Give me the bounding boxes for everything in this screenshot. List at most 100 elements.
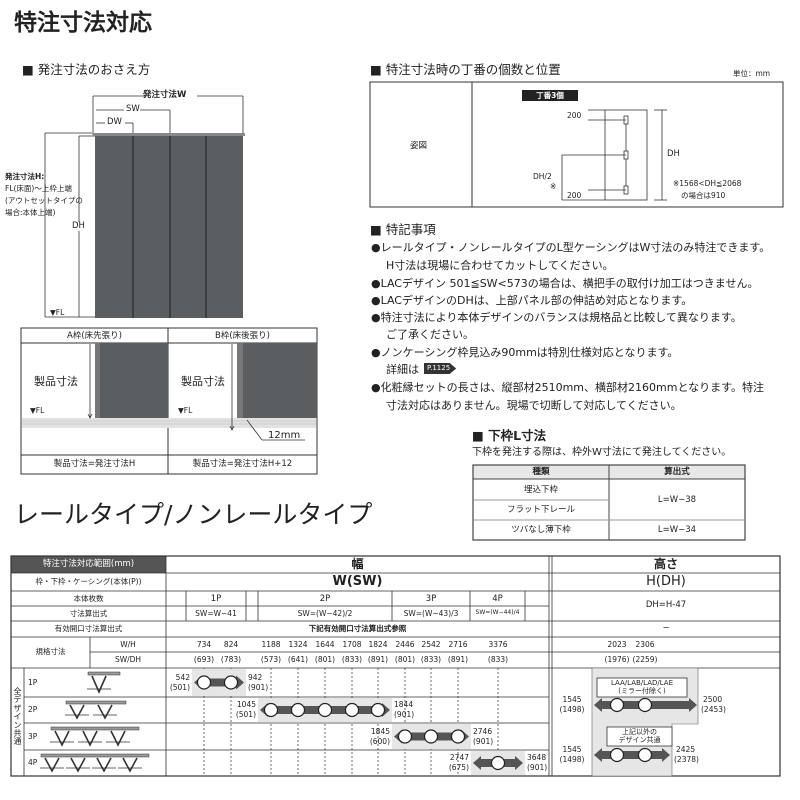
- note-line: ●化粧縁セットの長さは、縦部材2510mm、横部材2160mmとなります。特注: [371, 381, 765, 394]
- h-note-2: FL(床面)～上枠上端: [5, 184, 72, 193]
- design-group-label: デザイン共通: [618, 736, 661, 744]
- b-12mm-label: 12mm: [268, 430, 301, 441]
- h-note-4: 場合:本体上端): [5, 208, 56, 217]
- a-frame-title: A枠(床先張り): [67, 331, 122, 341]
- row-label-standard: 規格寸法: [35, 647, 66, 656]
- height-range-bar-right-arrow: [689, 698, 697, 712]
- hinge-dim-bottom: 200: [567, 191, 582, 200]
- range-max-sw: (901): [248, 682, 269, 692]
- std-width-value: 2446: [395, 640, 415, 649]
- range-max: 942: [248, 672, 263, 682]
- panel-1p: 1P: [210, 594, 222, 604]
- note-line: ご了承ください。: [386, 328, 474, 341]
- dw-label: DW: [107, 117, 122, 127]
- panel-rail-icon: [50, 726, 140, 731]
- range-max-sw: (901): [527, 763, 548, 772]
- unit-label: 単位：mm: [733, 69, 771, 78]
- formula-4p: SW=(W−44)/4: [475, 609, 520, 616]
- sw-label: SW: [126, 104, 140, 114]
- height-range-bar: [600, 751, 664, 759]
- range-max: 2746: [473, 726, 493, 736]
- std-size-marker: [263, 702, 279, 718]
- folding-door-icon: [54, 730, 70, 747]
- height-range-bar-left-arrow: [594, 748, 602, 762]
- b-frame-title: B枠(床後張り): [215, 331, 270, 341]
- fl-label: ▼FL: [50, 308, 65, 317]
- std-height-marker: [637, 747, 653, 763]
- hinge-note-2: の場合は910: [681, 191, 726, 200]
- std-width-value: 824: [223, 640, 239, 649]
- h-note-1: 発注寸法H:: [5, 172, 45, 181]
- folding-door-icon: [122, 757, 138, 773]
- range-min-sw: (501): [169, 682, 190, 692]
- order-section-heading: ■ 発注寸法のおさえ方: [22, 62, 151, 77]
- lower-frame-heading: ■ 下枠L寸法: [472, 428, 547, 443]
- std-size-marker: [223, 675, 239, 690]
- lower-frame-formula: L=W−38: [657, 495, 697, 505]
- std-sw-value: (693): [193, 655, 215, 664]
- std-width-value: 734: [196, 640, 212, 649]
- range-min-sw: (501): [235, 710, 256, 719]
- hinge-count-badge: 丁番3個: [536, 91, 564, 100]
- row-label-formula: 寸法算出式: [69, 609, 108, 618]
- std-height-marker: [609, 697, 625, 713]
- height-max-dh: (2378): [674, 755, 699, 764]
- formula-3p: SW=(W−43)/3: [403, 609, 459, 618]
- a-formula: 製品寸法=発注寸法H: [53, 459, 136, 469]
- panel-2p: 2P: [319, 594, 331, 604]
- opening-note: 下記有効開口寸法算出式参照: [308, 624, 407, 633]
- height-min: 1545: [562, 745, 582, 754]
- a-fl-label: ▼FL: [30, 406, 45, 415]
- panel-rail-icon: [40, 753, 150, 758]
- b-fl-label: ▼FL: [178, 406, 193, 415]
- note-line: ●ノンケーシング枠見込み90mmは特別仕様対応となります。: [371, 346, 679, 359]
- section-subtitle: レールタイプ/ノンレールタイプ: [14, 500, 373, 529]
- notes-heading: ■ 特記事項: [370, 222, 436, 237]
- std-size-marker: [290, 702, 306, 718]
- design-group-box: [606, 726, 673, 747]
- range-max: 1844: [394, 700, 414, 709]
- b-formula: 製品寸法=発注寸法H+12: [192, 459, 293, 469]
- height-range-bar-right-arrow: [662, 748, 670, 762]
- note-line: ●レールタイプ・ノンレールタイプのL型ケーシングはW寸法のみ特注できます。: [371, 241, 771, 254]
- b-product-size: 製品寸法: [181, 375, 225, 388]
- design-group-label: (ミラー付除く): [618, 687, 666, 695]
- std-sw-value: (833): [420, 655, 442, 664]
- row-label-opening: 有効開口寸法算出式: [54, 624, 123, 633]
- a-product-size: 製品寸法: [34, 375, 78, 388]
- height-header: 高さ: [653, 557, 678, 571]
- height-min-dh: (1498): [559, 705, 585, 714]
- height-range-bar-left-arrow: [594, 698, 602, 712]
- std-height-value: 2306: [635, 640, 655, 649]
- range-bar-4P-right-arrow: [515, 756, 523, 770]
- formula-1p: SW=W−41: [195, 609, 237, 618]
- folding-door-icon: [97, 704, 113, 720]
- height-max: 2500: [703, 695, 723, 704]
- height-symbol: H(DH): [646, 574, 686, 589]
- std-width-value: 2716: [448, 640, 468, 649]
- std-size-marker: [397, 729, 413, 744]
- std-height-value: 2023: [607, 640, 627, 649]
- side-label-all-designs: 全デザイン共通: [13, 687, 22, 747]
- width-header: 幅: [351, 557, 364, 571]
- range-bar-1P: [200, 678, 238, 687]
- std-sw-value: (833): [341, 655, 363, 664]
- std-width-value: 2542: [421, 640, 441, 649]
- std-width-value: 1644: [315, 640, 335, 649]
- std-width-value: 1324: [288, 640, 308, 649]
- std-dh-value: (2259): [632, 655, 658, 664]
- panel-count-label: 4P: [28, 758, 38, 767]
- std-sw-value: (801): [314, 655, 336, 664]
- page-ref-link[interactable]: P.1125: [424, 363, 457, 374]
- std-sw-value: (573): [260, 655, 282, 664]
- range-min: 2747: [449, 753, 469, 762]
- folding-door-icon: [96, 757, 112, 773]
- panel-4p: 4P: [492, 594, 503, 604]
- note-line: ●LACデザイン 501≦SW<573の場合は、横把手の取付け加工はつきません。: [371, 277, 759, 290]
- dh-label: DH: [72, 221, 85, 231]
- formula-2p: SW=(W−42)/2: [297, 609, 353, 618]
- order-w-label: 発注寸法W: [143, 90, 187, 100]
